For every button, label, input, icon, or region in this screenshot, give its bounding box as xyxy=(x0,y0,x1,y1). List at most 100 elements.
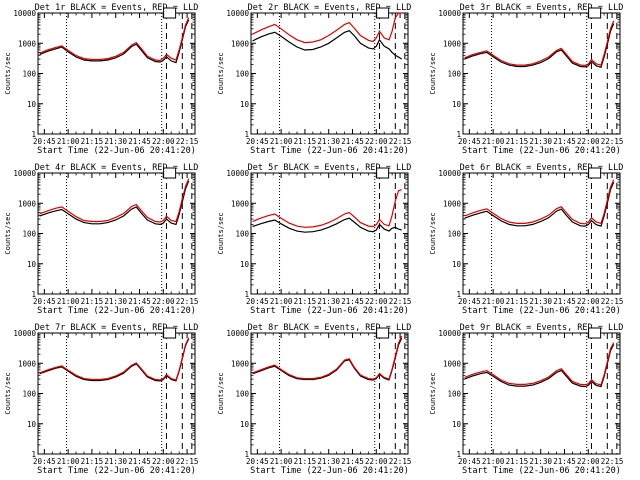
x-tick-label: 21:15 xyxy=(81,457,104,466)
y-tick-label: 10 xyxy=(452,100,462,109)
y-tick-label: 1 xyxy=(456,130,461,139)
series-lld-line xyxy=(464,342,615,386)
x-tick-label: 21:15 xyxy=(506,137,529,146)
x-tick-label: 22:15 xyxy=(389,297,412,306)
x-tick-label: 21:15 xyxy=(294,297,317,306)
x-tick-label: 21:00 xyxy=(57,137,80,146)
flare-marker-box xyxy=(588,167,602,179)
y-axis-label: Counts/sec xyxy=(4,52,12,94)
x-axis-label: Start Time (22-Jun-06 20:41:20) xyxy=(462,466,621,476)
y-tick-label: 100 xyxy=(235,230,249,239)
chart-title: Det 4r BLACK = Events, RED = LLD xyxy=(35,163,199,173)
flare-marker-box xyxy=(163,327,177,339)
flare-marker-box xyxy=(588,327,602,339)
series-lld-line xyxy=(39,337,190,381)
plot-frame xyxy=(462,172,621,295)
x-tick-label: 20:45 xyxy=(458,457,481,466)
series-events-line xyxy=(39,338,190,382)
x-axis-label: Start Time (22-Jun-06 20:41:20) xyxy=(250,466,409,476)
x-tick-label: 21:30 xyxy=(104,137,127,146)
chart-panel-7: Det 7r BLACK = Events, RED = LLD 1 10 100 10… xyxy=(4,323,198,476)
y-tick-label: 1000 xyxy=(231,199,250,208)
y-tick-label: 10000 xyxy=(438,169,461,178)
x-axis-label: Start Time (22-Jun-06 20:41:20) xyxy=(250,146,409,156)
y-tick-label: 10000 xyxy=(226,169,249,178)
y-tick-label: 10 xyxy=(27,100,37,109)
x-tick-label: 20:45 xyxy=(458,297,481,306)
x-tick-label: 21:45 xyxy=(553,457,576,466)
y-tick-label: 10 xyxy=(240,260,250,269)
x-tick-label: 22:00 xyxy=(365,137,388,146)
chart-panel-9: Det 9r BLACK = Events, RED = LLD 1 10 100 10… xyxy=(429,323,623,476)
y-tick-label: 100 xyxy=(447,390,461,399)
x-axis-label: Start Time (22-Jun-06 20:41:20) xyxy=(462,146,621,156)
series-lld-line xyxy=(252,335,403,380)
x-tick-label: 22:15 xyxy=(601,297,624,306)
y-tick-label: 1000 xyxy=(18,199,37,208)
x-tick-label: 20:45 xyxy=(33,457,56,466)
plot-frame xyxy=(462,332,621,455)
y-tick-label: 100 xyxy=(22,230,36,239)
flare-marker-box xyxy=(163,167,177,179)
x-axis-label: Start Time (22-Jun-06 20:41:20) xyxy=(37,146,196,156)
x-tick-label: 22:00 xyxy=(577,137,600,146)
series-events-line xyxy=(39,19,190,64)
x-tick-label: 21:15 xyxy=(81,297,104,306)
chart-title: Det 9r BLACK = Events, RED = LLD xyxy=(460,323,624,333)
x-tick-label: 22:15 xyxy=(389,457,412,466)
y-tick-label: 10 xyxy=(452,260,462,269)
x-tick-label: 22:15 xyxy=(601,137,624,146)
x-tick-label: 21:00 xyxy=(270,137,293,146)
x-tick-label: 21:00 xyxy=(482,297,505,306)
x-tick-label: 22:00 xyxy=(152,457,175,466)
series-lld-line xyxy=(464,20,615,67)
x-tick-label: 20:45 xyxy=(33,297,56,306)
plot-frame xyxy=(37,172,196,295)
y-tick-label: 10000 xyxy=(226,329,249,338)
x-tick-label: 20:45 xyxy=(33,137,56,146)
x-axis-label: Start Time (22-Jun-06 20:41:20) xyxy=(37,466,196,476)
chart-panel-2: Det 2r BLACK = Events, RED = LLD 1 10 100 10… xyxy=(217,3,411,156)
flare-marker-box xyxy=(588,7,602,19)
x-tick-label: 22:00 xyxy=(152,297,175,306)
y-tick-label: 1 xyxy=(244,130,249,139)
y-tick-label: 10000 xyxy=(13,329,36,338)
series-events-line xyxy=(252,337,403,381)
x-tick-label: 21:15 xyxy=(81,137,104,146)
y-tick-label: 10 xyxy=(452,420,462,429)
series-events-line xyxy=(464,23,615,69)
y-tick-label: 10 xyxy=(27,420,37,429)
series-events-line xyxy=(252,217,402,233)
chart-title: Det 3r BLACK = Events, RED = LLD xyxy=(460,3,624,13)
y-tick-label: 100 xyxy=(22,390,36,399)
x-tick-label: 22:00 xyxy=(152,137,175,146)
x-tick-label: 21:45 xyxy=(128,297,151,306)
x-axis-label: Start Time (22-Jun-06 20:41:20) xyxy=(462,306,621,316)
y-axis-label: Counts/sec xyxy=(217,212,225,254)
x-tick-label: 21:45 xyxy=(553,137,576,146)
chart-panel-1: Det 1r BLACK = Events, RED = LLD 1 10 100 10… xyxy=(4,3,198,156)
x-tick-label: 21:00 xyxy=(482,457,505,466)
y-tick-label: 10000 xyxy=(226,9,249,18)
x-tick-label: 22:15 xyxy=(176,137,199,146)
x-tick-label: 20:45 xyxy=(246,457,269,466)
y-tick-label: 10 xyxy=(240,420,250,429)
y-axis-label: Counts/sec xyxy=(217,372,225,414)
flare-marker-box xyxy=(163,7,177,19)
series-lld-line xyxy=(252,189,402,228)
chart-panel-4: Det 4r BLACK = Events, RED = LLD 1 10 100 10… xyxy=(4,163,198,316)
y-axis-label: Counts/sec xyxy=(429,372,437,414)
y-tick-label: 100 xyxy=(235,390,249,399)
x-tick-label: 21:30 xyxy=(529,297,552,306)
series-lld-line xyxy=(464,179,615,225)
y-tick-label: 1000 xyxy=(231,359,250,368)
y-tick-label: 1 xyxy=(31,450,36,459)
y-tick-label: 10000 xyxy=(438,9,461,18)
y-tick-label: 1 xyxy=(456,290,461,299)
series-lld-line xyxy=(252,12,402,44)
y-axis-label: Counts/sec xyxy=(429,52,437,94)
series-lld-line xyxy=(39,17,190,62)
x-tick-label: 21:00 xyxy=(270,457,293,466)
x-tick-label: 20:45 xyxy=(246,297,269,306)
